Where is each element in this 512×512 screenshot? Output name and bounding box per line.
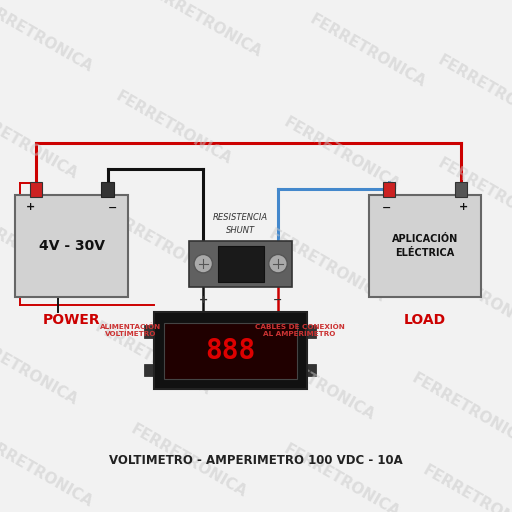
- Text: FERRETRONICA: FERRETRONICA: [0, 0, 95, 75]
- Text: FERRETRONICA: FERRETRONICA: [282, 114, 402, 193]
- Text: FERRETRONICA: FERRETRONICA: [435, 53, 512, 132]
- Text: FERRETRONICA: FERRETRONICA: [282, 442, 402, 512]
- Bar: [307, 364, 316, 376]
- Text: FERRETRONICA: FERRETRONICA: [0, 329, 80, 408]
- Text: RESISTENCIA: RESISTENCIA: [213, 213, 268, 222]
- Circle shape: [194, 254, 212, 273]
- Bar: [144, 326, 154, 338]
- Bar: [144, 364, 154, 376]
- Text: FERRETRONICA: FERRETRONICA: [0, 104, 80, 183]
- Text: FERRETRONICA: FERRETRONICA: [102, 206, 223, 285]
- Text: −: −: [273, 294, 283, 305]
- Circle shape: [269, 254, 287, 273]
- Bar: [383, 182, 395, 197]
- Text: FERRETRONICA: FERRETRONICA: [143, 0, 264, 60]
- Bar: [154, 312, 307, 389]
- Text: +: +: [459, 202, 468, 212]
- Bar: [218, 246, 264, 282]
- Text: −: −: [382, 202, 391, 212]
- Text: FERRETRONICA: FERRETRONICA: [113, 89, 233, 167]
- Bar: [101, 182, 114, 197]
- Bar: [15, 195, 128, 297]
- Bar: [189, 241, 292, 287]
- Bar: [455, 182, 467, 197]
- Bar: [30, 182, 42, 197]
- Text: APLICACIÓN
ELÉCTRICA: APLICACIÓN ELÉCTRICA: [392, 234, 458, 258]
- Bar: [307, 326, 316, 338]
- Bar: [164, 323, 297, 379]
- Text: −: −: [108, 202, 117, 212]
- Text: SHUNT: SHUNT: [226, 226, 255, 235]
- Text: FERRETRONICA: FERRETRONICA: [92, 319, 213, 398]
- Bar: [369, 195, 481, 297]
- Text: +: +: [26, 202, 35, 212]
- Text: FERRETRONICA: FERRETRONICA: [420, 258, 512, 336]
- Text: 888: 888: [205, 337, 255, 365]
- Text: FERRETRONICA: FERRETRONICA: [435, 155, 512, 234]
- Text: FERRETRONICA: FERRETRONICA: [410, 370, 512, 449]
- Text: FERRETRONICA: FERRETRONICA: [307, 12, 428, 91]
- Text: POWER: POWER: [43, 313, 100, 327]
- Text: FERRETRONICA: FERRETRONICA: [256, 345, 377, 423]
- Text: 4V - 30V: 4V - 30V: [39, 239, 104, 253]
- Text: FERRETRONICA: FERRETRONICA: [420, 462, 512, 512]
- Text: FERRETRONICA: FERRETRONICA: [266, 227, 387, 306]
- Text: LOAD: LOAD: [404, 313, 446, 327]
- Text: FERRETRONICA: FERRETRONICA: [128, 421, 249, 500]
- Text: FERRETRONICA: FERRETRONICA: [0, 432, 95, 510]
- Text: FERRETRONICA: FERRETRONICA: [0, 217, 95, 295]
- Text: CABLES DE CONEXIÓN
AL AMPERÍMETRO: CABLES DE CONEXIÓN AL AMPERÍMETRO: [254, 323, 345, 337]
- Text: ALIMENTACIÓN
VOLTÍMETRO: ALIMENTACIÓN VOLTÍMETRO: [100, 323, 161, 337]
- Text: +: +: [199, 294, 208, 305]
- Text: VOLTIMETRO - AMPERIMETRO 100 VDC - 10A: VOLTIMETRO - AMPERIMETRO 100 VDC - 10A: [109, 454, 403, 467]
